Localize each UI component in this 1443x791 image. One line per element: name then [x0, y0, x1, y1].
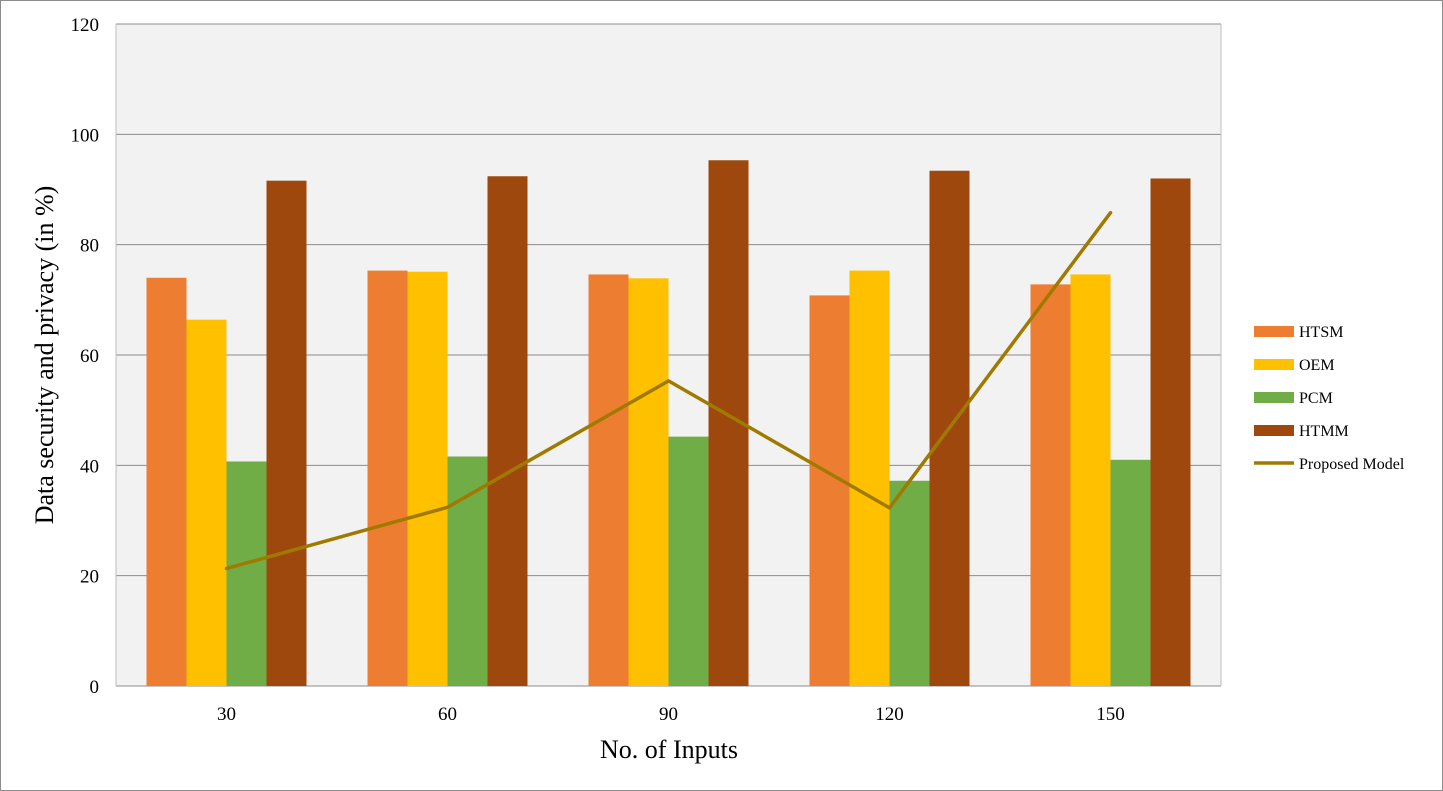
legend-label: Proposed Model — [1299, 456, 1405, 473]
legend-label: HTSM — [1299, 324, 1343, 341]
legend-label: HTMM — [1299, 423, 1349, 440]
bar-oem — [186, 319, 227, 686]
bars — [146, 160, 1191, 687]
bar-htsm — [146, 277, 187, 686]
legend-swatch — [1254, 425, 1294, 436]
bar-htmm — [266, 180, 307, 686]
x-tick-label: 120 — [875, 704, 904, 725]
x-tick-label: 90 — [659, 704, 678, 725]
bar-htsm — [1030, 284, 1071, 686]
y-tick-label: 100 — [71, 125, 100, 146]
bar-htsm — [809, 295, 850, 686]
y-tick-labels: 0 20 40 60 80 100 120 — [71, 15, 100, 698]
bar-htsm — [588, 274, 629, 686]
legend-label: PCM — [1299, 390, 1333, 407]
bar-pcm — [668, 436, 709, 686]
y-tick-label: 80 — [80, 236, 99, 257]
bar-htsm — [367, 270, 408, 686]
y-tick-label: 20 — [80, 567, 99, 588]
legend: HTSM OEM PCM HTMM Proposed Model — [1254, 324, 1405, 473]
y-axis-title: Data security and privacy (in %) — [30, 186, 59, 525]
y-tick-label: 0 — [90, 677, 100, 698]
y-tick-label: 40 — [80, 456, 99, 477]
x-tick-label: 30 — [217, 704, 236, 725]
bar-pcm — [447, 456, 488, 686]
x-axis-title: No. of Inputs — [600, 735, 738, 764]
bar-htmm — [1150, 178, 1191, 686]
bar-oem — [849, 270, 890, 686]
line-series — [224, 210, 1113, 571]
bar-pcm — [226, 461, 267, 686]
y-tick-label: 120 — [71, 15, 100, 36]
legend-item: Proposed Model — [1254, 456, 1405, 473]
legend-item: OEM — [1254, 357, 1335, 374]
legend-swatch — [1254, 392, 1294, 403]
legend-item: HTSM — [1254, 324, 1343, 341]
bar-oem — [407, 271, 448, 686]
legend-item: PCM — [1254, 390, 1333, 407]
bar-pcm — [889, 480, 930, 686]
x-tick-label: 150 — [1096, 704, 1125, 725]
legend-swatch — [1254, 326, 1294, 337]
legend-label: OEM — [1299, 357, 1335, 374]
bar-oem — [628, 278, 669, 686]
legend-item: HTMM — [1254, 423, 1349, 440]
y-tick-label: 60 — [80, 346, 99, 367]
bar-htmm — [487, 176, 528, 686]
x-tick-label: 60 — [438, 704, 457, 725]
bar-oem — [1070, 274, 1111, 686]
bar-pcm — [1110, 459, 1151, 686]
x-tick-labels: 30 60 90 120 150 — [217, 704, 1125, 725]
legend-swatch — [1254, 359, 1294, 370]
